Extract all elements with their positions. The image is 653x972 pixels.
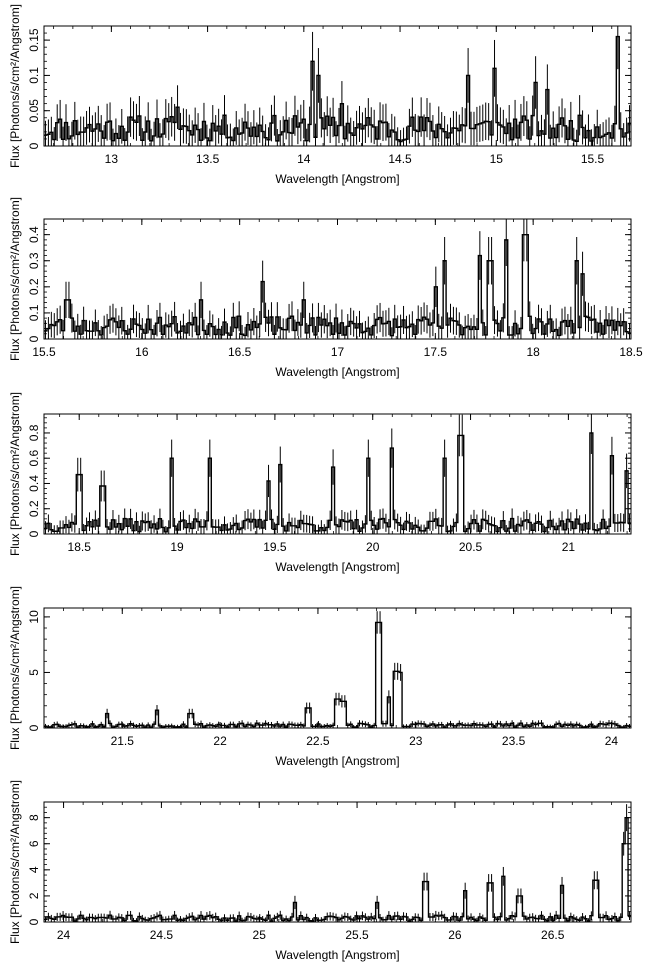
x-tick-label: 18.5 <box>619 345 643 359</box>
y-tick-label: 5 <box>27 669 41 676</box>
x-tick-label: 20.5 <box>459 540 483 554</box>
y-axis: 0 2 4 6 8 <box>27 806 631 925</box>
y-tick-label: 0 <box>27 918 41 925</box>
x-axis: 15.5 16 16.5 17 17.5 18 18.5 <box>32 219 643 359</box>
series-flux <box>44 804 631 922</box>
x-axis-title: Wavelength [Angstrom] <box>275 948 399 962</box>
plot-frame <box>43 413 632 535</box>
plot-frame <box>43 25 632 147</box>
plot-frame <box>43 607 632 729</box>
x-tick-label: 17 <box>331 345 345 359</box>
y-tick-label: 0.1 <box>27 304 41 321</box>
x-tick-label: 14.5 <box>388 152 412 166</box>
x-axis-title: Wavelength [Angstrom] <box>275 365 399 379</box>
x-tick-label: 13.5 <box>196 152 220 166</box>
x-tick-label: 19 <box>170 540 184 554</box>
series-flux <box>44 414 631 534</box>
x-tick-label: 18 <box>526 345 540 359</box>
x-tick-label: 26 <box>448 928 462 942</box>
plot-frame <box>43 801 632 923</box>
y-tick-label: 6 <box>27 840 41 847</box>
x-tick-label: 23.5 <box>502 734 526 748</box>
x-tick-label: 15.5 <box>32 345 56 359</box>
x-axis-title: Wavelength [Angstrom] <box>275 172 399 186</box>
x-axis: 21.5 22 22.5 23 23.5 24 <box>43 608 619 748</box>
x-tick-label: 23 <box>409 734 423 748</box>
x-tick-label: 18.5 <box>68 540 92 554</box>
y-tick-label: 0.6 <box>27 450 41 467</box>
y-tick-label: 0.1 <box>27 67 41 84</box>
panel-3: 18.5 19 19.5 20 20.5 21 0 0.2 0.4 0.6 0.8 Wavelengt… <box>8 392 632 574</box>
series-flux <box>44 26 631 146</box>
series-flux <box>44 611 631 728</box>
flux-step-line <box>44 233 631 337</box>
panel-1: 13 13.5 14 14.5 15 15.5 0 0.05 0.1 0.15 Wavelength… <box>8 4 632 186</box>
y-tick-label: 4 <box>27 866 41 873</box>
flux-step-line <box>44 432 631 533</box>
y-tick-label: 0 <box>27 724 41 731</box>
y-axis-title: Flux [Photons/s/cm²/Angstrom] <box>8 4 22 168</box>
x-tick-label: 19.5 <box>263 540 287 554</box>
x-tick-label: 16.5 <box>228 345 252 359</box>
x-tick-label: 14 <box>297 152 311 166</box>
y-axis-title: Flux [Photons/s/cm²/Angstrom] <box>8 586 22 750</box>
y-tick-label: 0.3 <box>27 252 41 269</box>
y-tick-label: 0.2 <box>27 500 41 517</box>
y-axis-title: Flux [Photons/s/cm²/Angstrom] <box>8 197 22 361</box>
y-tick-label: 2 <box>27 892 41 899</box>
x-tick-label: 21.5 <box>111 734 135 748</box>
y-tick-label: 0.4 <box>27 475 41 492</box>
y-tick-label: 0 <box>27 530 41 537</box>
y-axis: 0 0.05 0.1 0.15 <box>27 25 631 149</box>
panel-4: 21.5 22 22.5 23 23.5 24 0 5 10 Wavelength [Angstr… <box>8 586 632 768</box>
x-tick-label: 25.5 <box>345 928 369 942</box>
x-tick-label: 26.5 <box>541 928 565 942</box>
x-axis: 13 13.5 14 14.5 15 15.5 <box>53 26 632 166</box>
flux-step-line <box>44 35 631 143</box>
x-axis: 18.5 19 19.5 20 20.5 21 <box>59 414 628 554</box>
y-tick-label: 0.4 <box>27 226 41 243</box>
y-tick-label: 0.2 <box>27 278 41 295</box>
y-tick-label: 0 <box>27 142 41 149</box>
y-axis: 0 5 10 <box>27 610 631 731</box>
x-tick-label: 22 <box>213 734 227 748</box>
y-axis: 0 0.2 0.4 0.6 0.8 <box>27 417 631 537</box>
panel-2: 15.5 16 16.5 17 17.5 18 18.5 0 0.1 0.2 0.3 0.4 Wavel… <box>8 197 643 379</box>
y-tick-label: 8 <box>27 814 41 821</box>
x-tick-label: 25 <box>253 928 267 942</box>
y-axis-title: Flux [Photons/s/cm²/Angstrom] <box>8 780 22 944</box>
x-tick-label: 22.5 <box>306 734 330 748</box>
y-tick-label: 0 <box>27 335 41 342</box>
flux-step-line <box>44 816 631 922</box>
y-axis-title: Flux [Photons/s/cm²/Angstrom] <box>8 392 22 556</box>
y-tick-label: 10 <box>27 610 41 624</box>
x-tick-label: 20 <box>366 540 380 554</box>
y-tick-label: 0.05 <box>27 99 41 123</box>
x-tick-label: 16 <box>135 345 149 359</box>
x-tick-label: 24.5 <box>150 928 174 942</box>
x-tick-label: 21 <box>562 540 576 554</box>
y-axis: 0 0.1 0.2 0.3 0.4 <box>27 223 631 342</box>
x-axis: 24 24.5 25 25.5 26 26.5 <box>43 802 612 942</box>
x-tick-label: 13 <box>105 152 119 166</box>
y-tick-label: 0.8 <box>27 424 41 441</box>
x-tick-label: 15 <box>490 152 504 166</box>
x-tick-label: 24 <box>57 928 71 942</box>
series-flux <box>44 219 631 339</box>
x-tick-label: 24 <box>605 734 619 748</box>
y-tick-label: 0.15 <box>27 28 41 52</box>
flux-step-line <box>44 621 631 728</box>
x-tick-label: 15.5 <box>581 152 605 166</box>
x-axis-title: Wavelength [Angstrom] <box>275 754 399 768</box>
x-tick-label: 17.5 <box>424 345 448 359</box>
x-axis-title: Wavelength [Angstrom] <box>275 560 399 574</box>
